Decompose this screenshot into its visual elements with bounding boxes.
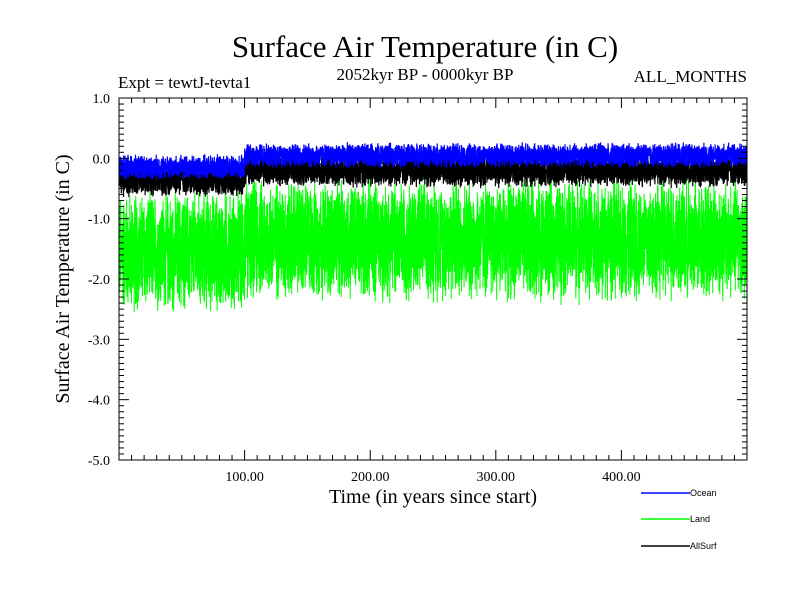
legend-label-land: Land [690,514,710,524]
y-tick-label: 1.0 [93,92,111,107]
legend-label-ocean: Ocean [690,488,717,498]
y-tick-label: 0.0 [93,152,111,167]
x-tick-label: 200.00 [351,470,390,485]
x-tick-label: 300.00 [477,470,516,485]
y-tick-label: -3.0 [88,333,110,348]
legend: Ocean Land AllSurf [641,488,717,551]
time-range-label: 2052kyr BP - 0000kyr BP [337,65,514,84]
y-tick-label: -2.0 [88,273,110,288]
x-axis-label: Time (in years since start) [329,486,537,508]
y-tick-label: -1.0 [88,213,110,228]
legend-label-allsurf: AllSurf [690,541,717,551]
experiment-label: Expt = tewtJ-tevta1 [118,73,251,92]
x-tick-label: 100.00 [225,470,264,485]
y-tick-label: -5.0 [88,454,110,469]
chart-title: Surface Air Temperature (in C) [232,29,618,64]
tick-layer: 100.00 200.00 300.00 400.00 1.0 0.0 -1.0 -2.0 -3… [88,92,747,485]
y-tick-label: -4.0 [88,394,110,409]
series-line-land [118,173,748,313]
months-label: ALL_MONTHS [634,67,747,86]
y-axis-label: Surface Air Temperature (in C) [52,154,74,403]
x-tick-label: 400.00 [602,470,641,485]
series-line-ocean [118,142,748,180]
series-layer [118,142,748,313]
